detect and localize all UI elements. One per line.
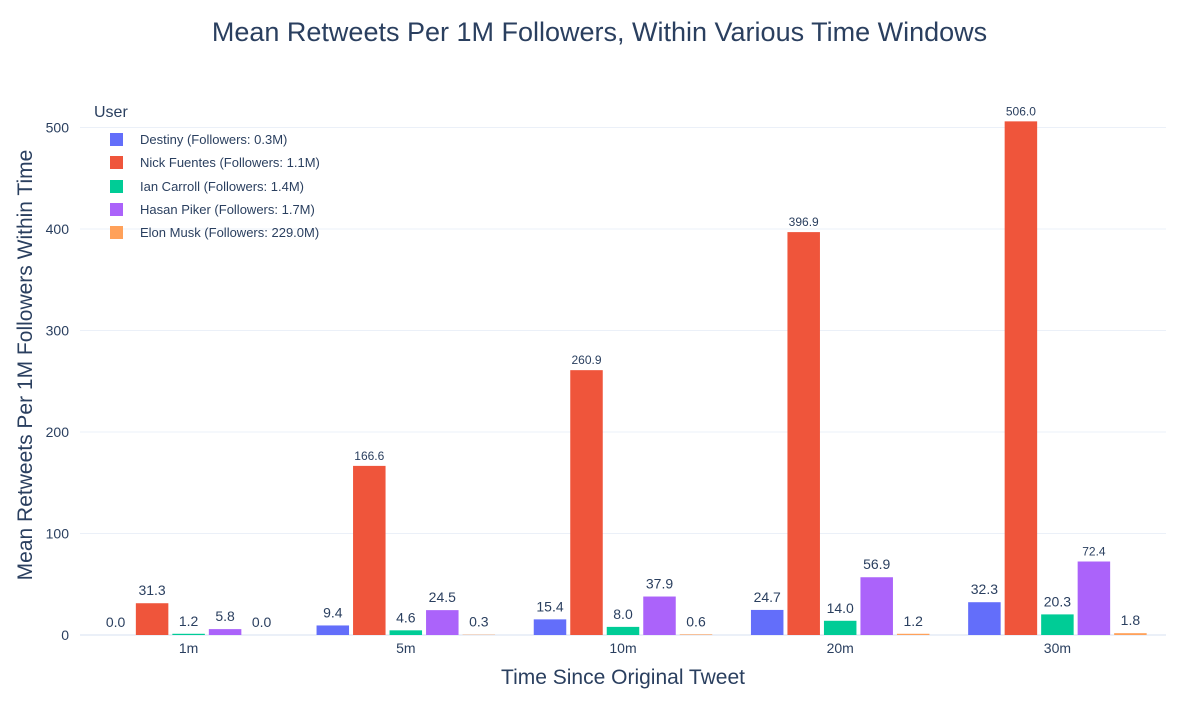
bar	[316, 625, 350, 635]
legend-item[interactable]: Elon Musk (Followers: 229.0M)	[94, 221, 320, 244]
x-tick-label: 10m	[609, 640, 636, 656]
data-label: 506.0	[1006, 104, 1036, 118]
x-tick-label: 5m	[396, 640, 415, 656]
bar	[1077, 561, 1111, 635]
chart-title: Mean Retweets Per 1M Followers, Within V…	[211, 17, 988, 47]
data-label: 15.4	[536, 598, 563, 614]
data-label: 1.2	[179, 613, 199, 629]
legend-swatch	[110, 226, 123, 240]
bar	[1041, 614, 1074, 635]
x-tick-label: 30m	[1044, 640, 1071, 656]
bar	[787, 232, 820, 635]
legend-label: Destiny (Followers: 0.3M)	[140, 132, 288, 148]
bar	[389, 630, 423, 635]
data-label: 20.3	[1044, 593, 1071, 609]
bar	[208, 629, 242, 635]
data-label: 24.5	[429, 589, 456, 605]
legend-label: Hasan Piker (Followers: 1.7M)	[140, 202, 315, 218]
data-label: 166.6	[354, 449, 384, 463]
legend-item[interactable]: Nick Fuentes (Followers: 1.1M)	[94, 151, 320, 174]
y-tick-label: 0	[61, 627, 69, 643]
data-label: 31.3	[138, 582, 165, 598]
data-label: 24.7	[754, 589, 781, 605]
bar	[172, 633, 205, 635]
data-label: 14.0	[827, 600, 854, 616]
bar	[1114, 633, 1147, 635]
legend-title: User	[94, 104, 128, 121]
data-label: 260.9	[571, 353, 601, 367]
y-tick-label: 100	[46, 525, 70, 541]
legend-item[interactable]: Destiny (Followers: 0.3M)	[94, 128, 320, 151]
data-label: 37.9	[646, 576, 673, 592]
bar	[860, 577, 893, 635]
bar	[426, 610, 459, 635]
bar	[750, 609, 784, 635]
y-tick-label: 400	[46, 221, 70, 237]
data-label: 9.4	[323, 604, 343, 620]
data-label: 4.6	[396, 609, 416, 625]
data-label: 0.6	[686, 613, 706, 629]
bar	[606, 626, 640, 635]
legend: User Destiny (Followers: 0.3M) Nick Fuent…	[94, 104, 320, 244]
bar	[135, 603, 169, 635]
bar	[533, 619, 567, 635]
data-label: 8.0	[613, 606, 633, 622]
data-label: 72.4	[1082, 545, 1106, 559]
data-label: 396.9	[789, 215, 819, 229]
legend-label: Nick Fuentes (Followers: 1.1M)	[140, 155, 320, 171]
y-axis-label: Mean Retweets Per 1M Followers Within Ti…	[14, 149, 37, 581]
legend-swatch	[110, 156, 123, 170]
bar	[968, 602, 1001, 635]
bar	[1004, 121, 1038, 636]
bar	[643, 596, 676, 635]
legend-label: Ian Carroll (Followers: 1.4M)	[140, 178, 304, 194]
data-label: 0.0	[252, 614, 272, 630]
x-tick-label: 20m	[827, 640, 854, 656]
bar	[679, 634, 713, 635]
data-label: 56.9	[863, 556, 890, 572]
y-tick-label: 300	[46, 322, 70, 338]
legend-item[interactable]: Ian Carroll (Followers: 1.4M)	[94, 175, 320, 198]
bar	[823, 620, 857, 635]
bar	[896, 633, 930, 635]
data-label: 5.8	[215, 608, 235, 624]
bar	[353, 465, 386, 635]
data-label: 0.3	[469, 614, 489, 630]
data-label: 32.3	[971, 581, 998, 597]
legend-swatch	[110, 203, 123, 217]
x-tick-label: 1m	[179, 640, 198, 656]
data-label: 0.0	[106, 614, 126, 630]
y-tick-label: 500	[46, 119, 70, 135]
legend-swatch	[110, 179, 123, 193]
data-label: 1.2	[903, 613, 923, 629]
legend-item[interactable]: Hasan Piker (Followers: 1.7M)	[94, 198, 320, 221]
legend-label: Elon Musk (Followers: 229.0M)	[140, 225, 320, 241]
y-tick-label: 200	[46, 424, 70, 440]
x-axis-label: Time Since Original Tweet	[501, 666, 745, 689]
bar	[570, 370, 603, 635]
data-label: 1.8	[1121, 612, 1141, 628]
legend-swatch	[110, 133, 123, 147]
